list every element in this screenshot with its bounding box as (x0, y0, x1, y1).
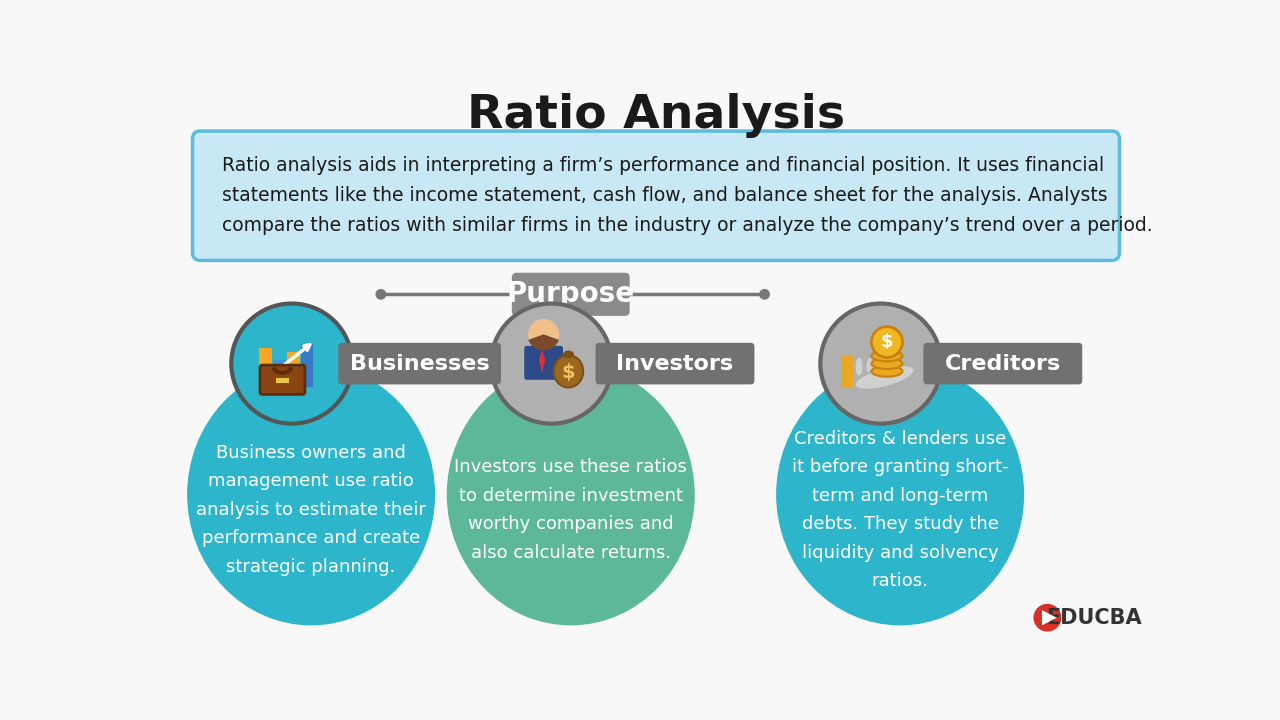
FancyBboxPatch shape (260, 365, 305, 395)
Ellipse shape (447, 364, 695, 626)
Circle shape (1033, 604, 1061, 631)
Ellipse shape (855, 357, 863, 377)
Text: Creditors & lenders use
it before granting short-
term and long-term
debts. They: Creditors & lenders use it before granti… (792, 430, 1009, 590)
Polygon shape (539, 350, 545, 373)
Circle shape (872, 327, 902, 357)
Circle shape (492, 304, 612, 423)
Polygon shape (1042, 610, 1057, 626)
FancyBboxPatch shape (192, 131, 1120, 261)
FancyBboxPatch shape (338, 343, 500, 384)
Ellipse shape (872, 359, 902, 369)
Text: Investors: Investors (617, 354, 733, 374)
Bar (301, 344, 314, 387)
Text: Creditors: Creditors (945, 354, 1061, 374)
Bar (276, 378, 289, 383)
Ellipse shape (872, 351, 902, 361)
Circle shape (232, 304, 352, 423)
FancyBboxPatch shape (923, 343, 1083, 384)
Ellipse shape (872, 366, 902, 377)
Circle shape (759, 289, 771, 300)
Text: EDUCBA: EDUCBA (1046, 608, 1142, 628)
Ellipse shape (865, 357, 874, 377)
Text: Ratio analysis aids in interpreting a firm’s performance and financial position.: Ratio analysis aids in interpreting a fi… (221, 156, 1152, 235)
Ellipse shape (887, 357, 896, 377)
Text: Ratio Analysis: Ratio Analysis (467, 93, 845, 138)
Ellipse shape (187, 364, 435, 626)
FancyBboxPatch shape (595, 343, 754, 384)
Bar (842, 356, 852, 387)
Text: Business owners and
management use ratio
analysis to estimate their
performance : Business owners and management use ratio… (196, 444, 426, 576)
Ellipse shape (877, 357, 884, 377)
Bar (259, 348, 271, 387)
Text: $: $ (881, 333, 893, 351)
Circle shape (820, 304, 941, 423)
Ellipse shape (563, 351, 573, 359)
Ellipse shape (554, 355, 584, 387)
Ellipse shape (855, 365, 915, 390)
Bar (273, 360, 285, 387)
FancyBboxPatch shape (512, 273, 630, 316)
Text: Investors use these ratios
to determine investment
worthy companies and
also cal: Investors use these ratios to determine … (454, 458, 687, 562)
Ellipse shape (776, 364, 1024, 626)
Text: $: $ (562, 364, 575, 382)
Wedge shape (529, 334, 559, 351)
Circle shape (529, 319, 559, 350)
Text: Businesses: Businesses (349, 354, 489, 374)
Text: Purpose: Purpose (507, 280, 635, 308)
Circle shape (375, 289, 387, 300)
Bar (287, 352, 300, 387)
FancyBboxPatch shape (525, 346, 563, 379)
